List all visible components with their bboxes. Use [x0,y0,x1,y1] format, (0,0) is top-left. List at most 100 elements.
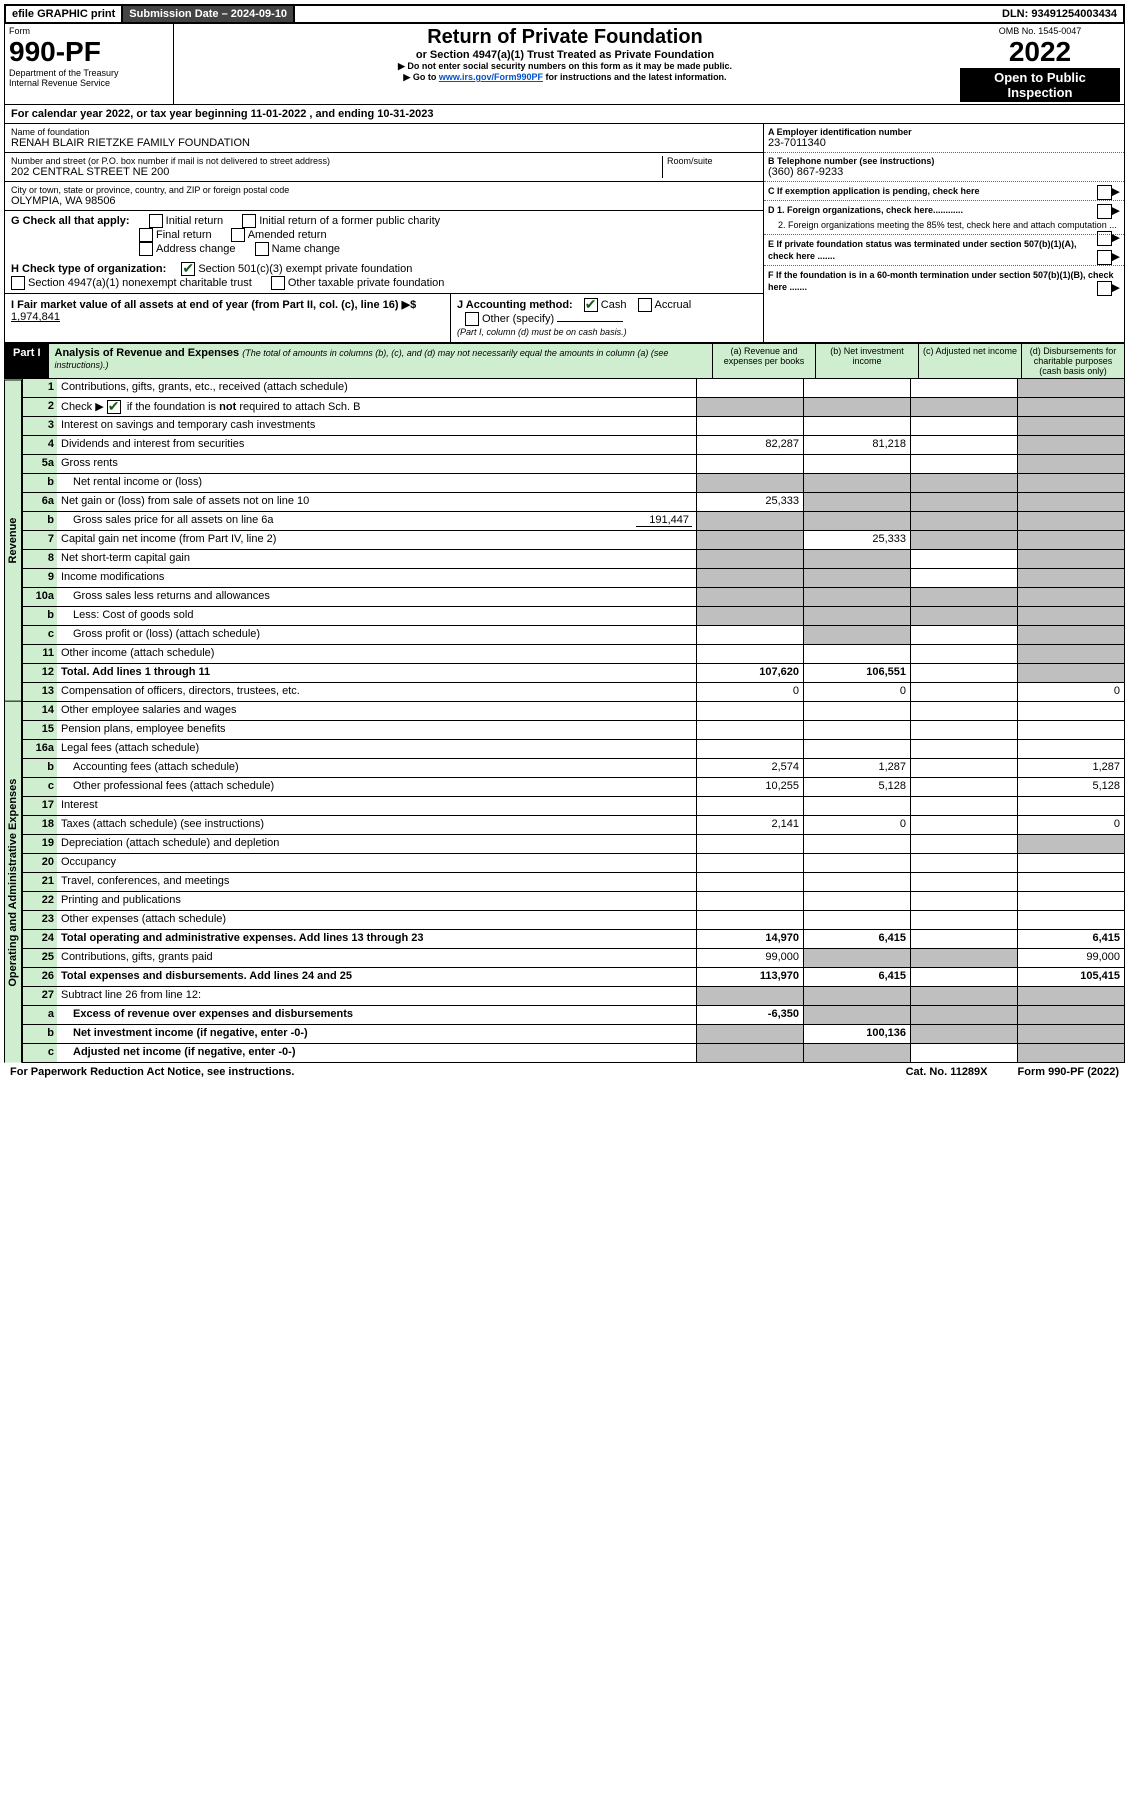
row-19: 19Depreciation (attach schedule) and dep… [22,835,1125,854]
cb-501c3[interactable] [181,262,195,276]
form-number: 990-PF [9,36,169,68]
cb-amended[interactable] [231,228,245,242]
line-e: E If private foundation status was termi… [768,239,1077,261]
row-8: 8Net short-term capital gain [22,550,1125,569]
cb-initial-former[interactable] [242,214,256,228]
form-label: Form [9,26,169,36]
cb-e[interactable] [1097,250,1112,265]
ein: 23-7011340 [768,137,1120,149]
line-c: C If exemption application is pending, c… [768,186,980,196]
city-label: City or town, state or province, country… [11,185,757,195]
dept: Department of the Treasury [9,68,169,78]
topbar: efile GRAPHIC print Submission Date – 20… [4,4,1125,24]
inspection-badge: Open to Public Inspection [960,68,1120,102]
efile-label: efile GRAPHIC print [6,6,123,22]
line-f: F If the foundation is in a 60-month ter… [768,270,1114,292]
row-c: cGross profit or (loss) (attach schedule… [22,626,1125,645]
ein-label: A Employer identification number [768,127,1120,137]
cb-cash[interactable] [584,298,598,312]
row-b: bAccounting fees (attach schedule)2,5741… [22,759,1125,778]
note2: ▶ Go to www.irs.gov/Form990PF for instru… [180,72,950,83]
row-24: 24Total operating and administrative exp… [22,930,1125,949]
tel-label: B Telephone number (see instructions) [768,156,1120,166]
row-9: 9Income modifications [22,569,1125,588]
row-14: 14Other employee salaries and wages [22,702,1125,721]
line-d1: D 1. Foreign organizations, check here..… [768,205,963,215]
footer-right: Form 990-PF (2022) [1018,1066,1119,1078]
identification-block: Name of foundation RENAH BLAIR RIETZKE F… [4,124,1125,343]
dln: DLN: 93491254003434 [996,6,1123,22]
col-d: (d) Disbursements for charitable purpose… [1021,344,1124,378]
row-7: 7Capital gain net income (from Part IV, … [22,531,1125,550]
cb-other-tax[interactable] [271,276,285,290]
addr-label: Number and street (or P.O. box number if… [11,156,662,166]
submission-date: Submission Date – 2024-09-10 [123,6,295,22]
h-label: H Check type of organization: [11,263,166,275]
row-b: bNet rental income or (loss) [22,474,1125,493]
cb-d1[interactable] [1097,204,1112,219]
row-16a: 16aLegal fees (attach schedule) [22,740,1125,759]
title-sub: or Section 4947(a)(1) Trust Treated as P… [180,49,950,61]
irs: Internal Revenue Service [9,78,169,88]
line-d2: 2. Foreign organizations meeting the 85%… [768,220,1117,230]
row-21: 21Travel, conferences, and meetings [22,873,1125,892]
calendar-year: For calendar year 2022, or tax year begi… [4,105,1125,124]
fmv-value: 1,974,841 [11,311,60,323]
cb-c[interactable] [1097,185,1112,200]
row-23: 23Other expenses (attach schedule) [22,911,1125,930]
telephone: (360) 867-9233 [768,166,1120,178]
cb-accrual[interactable] [638,298,652,312]
footer-mid: Cat. No. 11289X [906,1066,988,1078]
expenses-sidebar: Operating and Administrative Expenses [4,701,22,1063]
col-c: (c) Adjusted net income [918,344,1021,378]
row-13: 13Compensation of officers, directors, t… [22,683,1125,702]
row-26: 26Total expenses and disbursements. Add … [22,968,1125,987]
row-10a: 10aGross sales less returns and allowanc… [22,588,1125,607]
title-main: Return of Private Foundation [180,26,950,49]
part1-label: Part I [5,344,49,378]
row-5a: 5aGross rents [22,455,1125,474]
row-12: 12Total. Add lines 1 through 11107,62010… [22,664,1125,683]
cb-other-method[interactable] [465,312,479,326]
row-4: 4Dividends and interest from securities8… [22,436,1125,455]
row-3: 3Interest on savings and temporary cash … [22,417,1125,436]
g-label: G Check all that apply: [11,215,130,227]
row-b: bNet investment income (if negative, ent… [22,1025,1125,1044]
tax-year: 2022 [960,36,1120,68]
form-header: Form 990-PF Department of the Treasury I… [4,24,1125,105]
row-1: 1Contributions, gifts, grants, etc., rec… [22,379,1125,398]
footer-left: For Paperwork Reduction Act Notice, see … [10,1066,294,1078]
i-label: I Fair market value of all assets at end… [11,299,416,311]
part1-header: Part I Analysis of Revenue and Expenses … [4,343,1125,379]
city-state-zip: OLYMPIA, WA 98506 [11,195,757,207]
part1-table: Revenue Operating and Administrative Exp… [4,379,1125,1063]
row-22: 22Printing and publications [22,892,1125,911]
other-specify[interactable] [557,321,623,322]
cb-initial[interactable] [149,214,163,228]
row-11: 11Other income (attach schedule) [22,645,1125,664]
cb-f[interactable] [1097,281,1112,296]
row-18: 18Taxes (attach schedule) (see instructi… [22,816,1125,835]
foundation-name: RENAH BLAIR RIETZKE FAMILY FOUNDATION [11,137,757,149]
name-label: Name of foundation [11,127,757,137]
room-label: Room/suite [662,156,757,178]
j-label: J Accounting method: [457,299,573,311]
row-20: 20Occupancy [22,854,1125,873]
cb-4947[interactable] [11,276,25,290]
page-footer: For Paperwork Reduction Act Notice, see … [4,1063,1125,1081]
omb: OMB No. 1545-0047 [960,26,1120,36]
row-2: 2Check ▶ if the foundation is not requir… [22,398,1125,417]
row-c: cAdjusted net income (if negative, enter… [22,1044,1125,1063]
cb-name-change[interactable] [255,242,269,256]
cb-final[interactable] [139,228,153,242]
revenue-sidebar: Revenue [4,379,22,701]
row-c: cOther professional fees (attach schedul… [22,778,1125,797]
j-note: (Part I, column (d) must be on cash basi… [457,327,627,337]
row-27: 27Subtract line 26 from line 12: [22,987,1125,1006]
form-link[interactable]: www.irs.gov/Form990PF [439,72,543,82]
row-a: aExcess of revenue over expenses and dis… [22,1006,1125,1025]
row-25: 25Contributions, gifts, grants paid99,00… [22,949,1125,968]
cb-address[interactable] [139,242,153,256]
street-address: 202 CENTRAL STREET NE 200 [11,166,662,178]
row-17: 17Interest [22,797,1125,816]
